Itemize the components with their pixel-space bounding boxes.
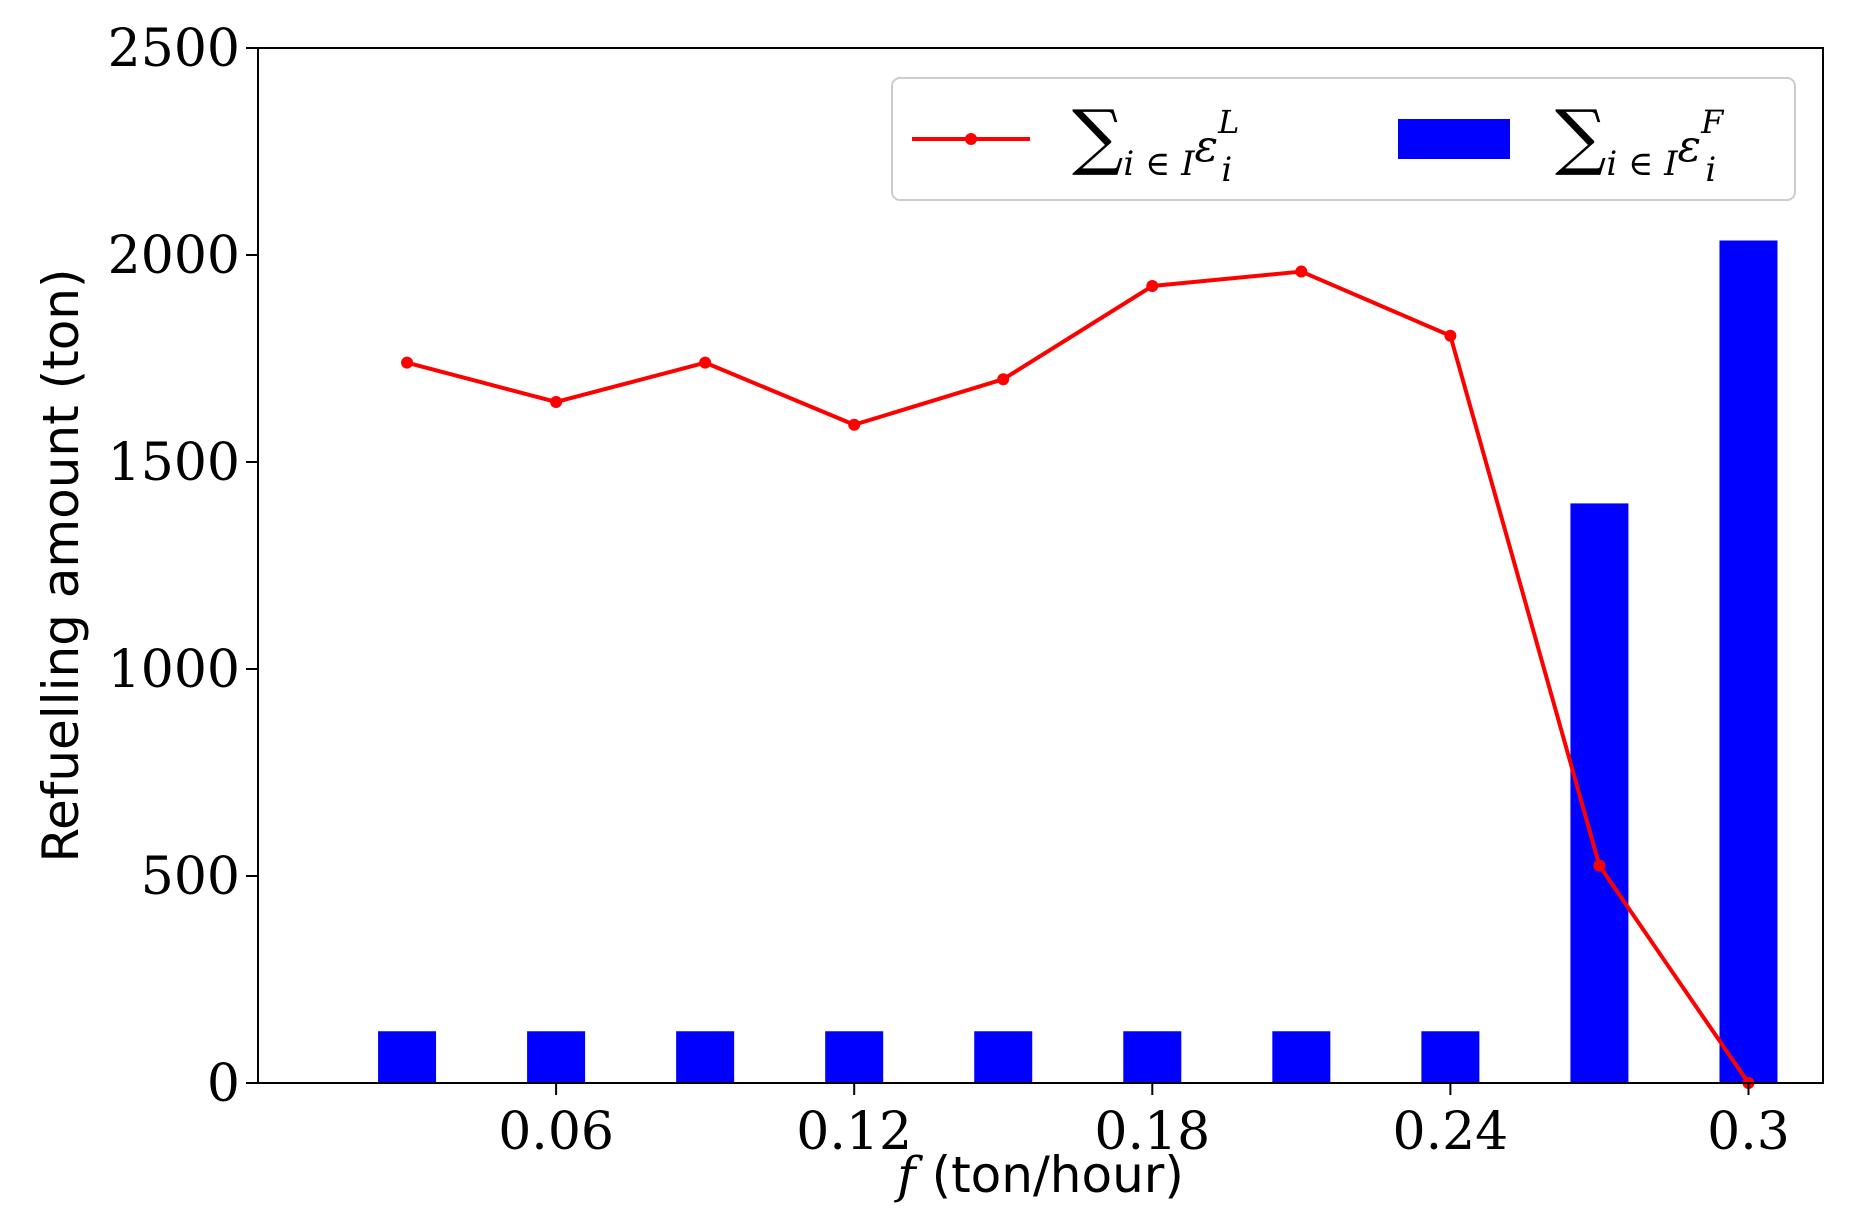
legend-label-main: ε [1678,121,1702,172]
line-point [1593,859,1606,872]
y-tick-label: 1000 [108,640,240,700]
bar [527,1031,586,1083]
legend-label-sub: i ∈ I [1606,144,1678,184]
x-axis-label-text: (ton/hour) [916,1146,1184,1204]
bar-series [378,240,1778,1083]
bar [974,1031,1033,1083]
bar [825,1031,884,1083]
line-point [1146,280,1159,293]
legend-label-main-sub: i [1705,150,1716,190]
line-point [848,418,861,431]
y-tick-label: 1500 [108,433,240,493]
legend-line-marker [965,133,977,145]
y-tick-label: 2000 [108,226,240,286]
bar [676,1031,735,1083]
bar [378,1031,437,1083]
x-tick-label: 0.06 [498,1102,614,1162]
legend-label-main-sub: i [1221,150,1232,190]
bar [1272,1031,1331,1083]
bar [1123,1031,1182,1083]
y-tick-label: 2500 [108,19,240,79]
legend-bar-swatch [1398,119,1510,159]
plot-frame [257,47,1824,1084]
legend-label-sum: ∑ [1555,94,1606,178]
x-axis-label: f (ton/hour) [893,1146,1184,1204]
legend-items: ∑i ∈ IεL i ∑i ∈ IεF i [912,94,1725,190]
line-point [401,356,414,369]
y-axis-label: Refuelling amount (ton) [32,268,90,862]
legend-label-sum: ∑ [1072,94,1123,178]
line-point [997,373,1010,386]
legend-label-main: ε [1195,121,1219,172]
legend-label-sub: i ∈ I [1123,144,1195,184]
x-tick-label: 0.12 [796,1102,912,1162]
legend: ∑i ∈ IεL i ∑i ∈ IεF i [891,77,1796,201]
y-tick-label: 500 [141,847,240,907]
legend-box [891,77,1796,201]
y-tick-label: 0 [207,1054,240,1114]
x-tick-label: 0.3 [1707,1102,1790,1162]
series-line [406,269,1751,1085]
line-point [550,395,563,408]
line-point [1444,329,1457,342]
legend-label: ∑i ∈ IεF i [1555,94,1725,190]
line-point [699,356,712,369]
x-tick-label: 0.18 [1094,1102,1210,1162]
bar [1719,240,1778,1083]
bar [1421,1031,1480,1083]
line-series [401,265,1755,1089]
line-point [1295,265,1308,278]
legend-label: ∑i ∈ IεL i [1072,94,1239,190]
y-axis-ticks: 0 500 1000 1500 2000 2500 [108,19,258,1114]
x-axis-ticks: 0.06 0.12 0.18 0.24 0.3 [498,1083,1790,1162]
legend-label-sup: F [1700,103,1725,141]
legend-label-sup: L [1217,103,1239,141]
x-tick-label: 0.24 [1392,1102,1508,1162]
